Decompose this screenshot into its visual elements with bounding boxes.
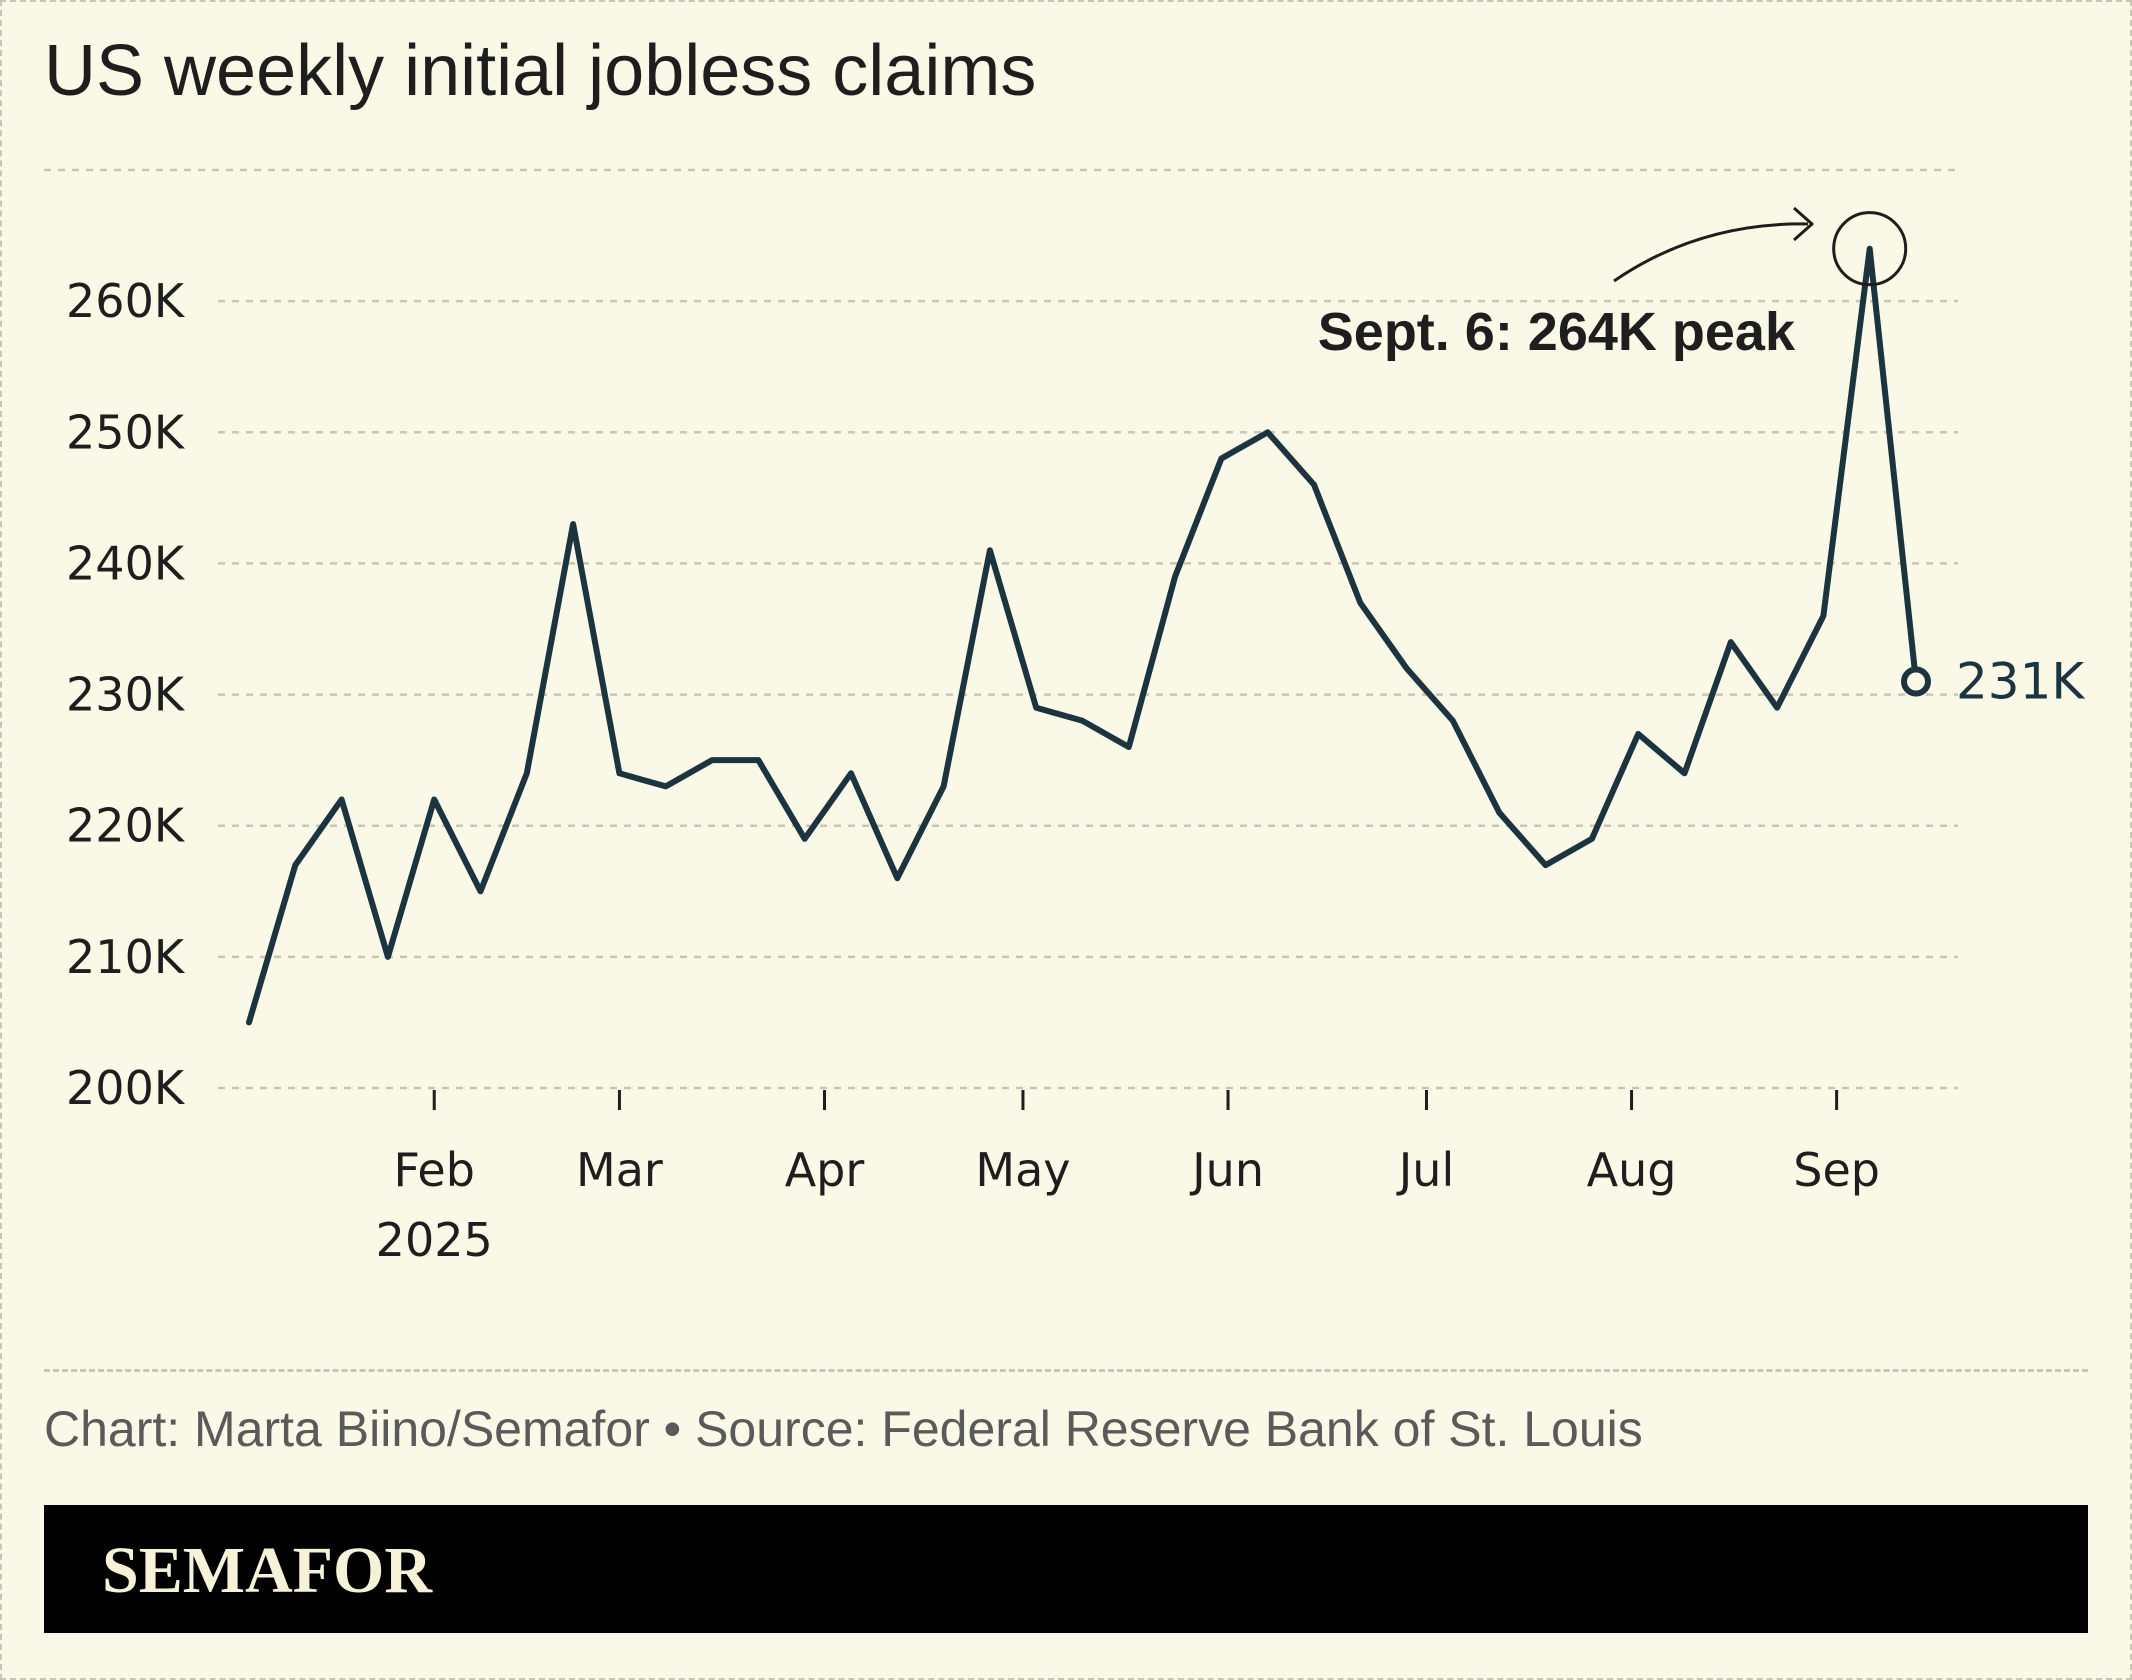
x-tick-label: May: [975, 1143, 1070, 1197]
x-tick-label: Sep: [1793, 1143, 1880, 1197]
peak-arrow-head: [1793, 206, 1814, 242]
y-tick-label: 250K: [66, 405, 186, 459]
line-chart: 200K 210K 220K 230K 240K 250K 260K Feb 2025 Mar A…: [44, 168, 2085, 1267]
peak-highlight-circle: [1832, 211, 1908, 287]
peak-arrow: [1613, 222, 1809, 283]
y-tick-label: 210K: [66, 930, 186, 984]
x-tick-label: Aug: [1587, 1143, 1677, 1197]
y-tick-label: 220K: [66, 799, 186, 853]
x-tick-label: Jul: [1396, 1143, 1455, 1197]
last-value-marker: [1901, 666, 1931, 697]
y-axis-labels: 200K 210K 220K 230K 240K 250K 260K: [66, 274, 186, 1115]
peak-annotation: Sept. 6: 264K peak: [1318, 302, 1796, 362]
series-layer: [246, 245, 1919, 1026]
y-tick-label: 260K: [66, 274, 186, 328]
x-tick-label: Apr: [785, 1143, 865, 1197]
y-tick-label: 200K: [66, 1061, 186, 1115]
series-line: [246, 245, 1919, 1026]
x-tick-label: Jun: [1189, 1143, 1264, 1197]
grid-lines: [44, 168, 1958, 1090]
credits-text: Chart: Marta Biino/Semafor • Source: Fed…: [44, 1401, 1643, 1457]
chart-title: US weekly initial jobless claims: [44, 31, 1037, 111]
y-tick-label: 230K: [66, 668, 186, 722]
x-tick-label: Mar: [576, 1143, 663, 1197]
brand-bar: SEMAFOR: [44, 1505, 2088, 1633]
x-tick-label: Feb: [393, 1143, 474, 1197]
annotations: Sept. 6: 264K peak 231K: [1318, 206, 2085, 710]
x-axis: Feb 2025 Mar Apr May Jun Jul Aug Sep: [376, 1090, 1880, 1267]
x-tick-sublabel: 2025: [376, 1213, 493, 1267]
y-tick-label: 240K: [66, 536, 186, 590]
last-value-label: 231K: [1956, 652, 2085, 710]
footer-divider: [44, 1369, 2088, 1372]
semafor-logo: SEMAFOR: [102, 1534, 432, 1607]
